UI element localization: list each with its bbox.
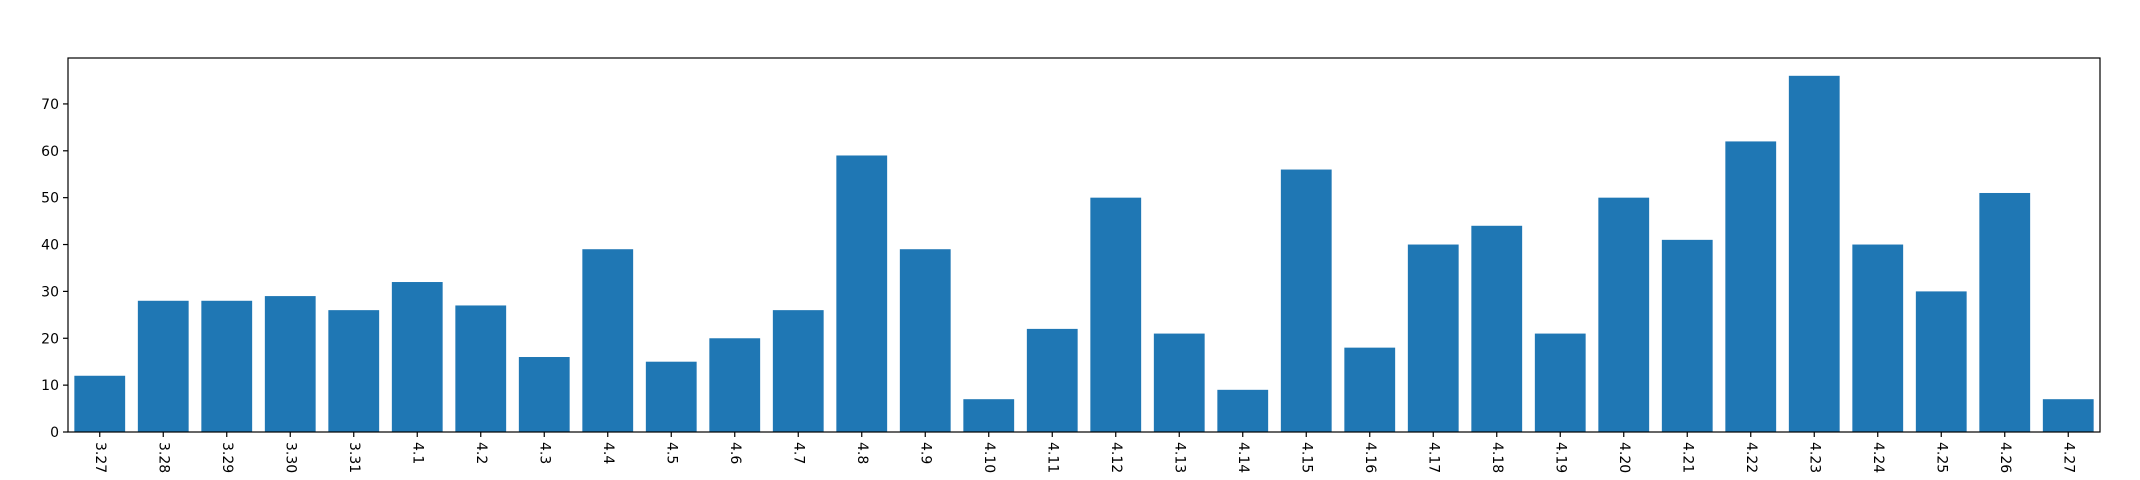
bar-4.23 — [1788, 75, 1840, 433]
x-tick-label: 3.28 — [155, 442, 171, 473]
bar-4.15 — [1280, 169, 1332, 432]
bar-3.29 — [201, 300, 253, 432]
bar-4.9 — [899, 249, 951, 432]
x-tick-label: 4.27 — [2060, 442, 2076, 473]
x-tick-label: 4.23 — [1806, 442, 1822, 473]
x-tick-label: 4.1 — [409, 442, 425, 464]
x-tick-label: 4.20 — [1616, 442, 1632, 473]
x-tick-label: 4.25 — [1933, 442, 1949, 473]
x-tick-label: 4.22 — [1743, 442, 1759, 473]
x-tick-label: 4.6 — [727, 442, 743, 464]
bar-4.17 — [1407, 244, 1459, 432]
bar-4.19 — [1534, 333, 1586, 432]
y-axis: 0 10 20 30 40 50 60 70 — [41, 97, 68, 441]
bar-4.7 — [772, 310, 824, 432]
bar-4.24 — [1852, 244, 1904, 432]
bars-group — [74, 75, 2094, 433]
bar-4.25 — [1915, 291, 1967, 432]
y-tick-label: 10 — [41, 378, 59, 394]
bar-4.13 — [1153, 333, 1205, 432]
bar-4.26 — [1979, 192, 2031, 432]
x-tick-label: 4.2 — [473, 442, 489, 464]
y-tick-label: 20 — [41, 331, 59, 347]
x-tick-label: 4.10 — [981, 442, 997, 473]
x-tick-label: 4.24 — [1870, 442, 1886, 473]
x-tick-label: 3.31 — [346, 442, 362, 473]
x-tick-label: 4.5 — [663, 442, 679, 464]
y-tick-label: 60 — [41, 144, 59, 160]
x-tick-label: 3.29 — [219, 442, 235, 473]
y-tick-label: 30 — [41, 284, 59, 300]
bar-4.5 — [645, 361, 697, 432]
x-tick-label: 4.12 — [1108, 442, 1124, 473]
bar-4.10 — [963, 399, 1015, 432]
bar-4.16 — [1344, 347, 1396, 432]
bar-4.27 — [2042, 399, 2094, 432]
bar-4.4 — [582, 249, 634, 432]
x-tick-label: 4.15 — [1298, 442, 1314, 473]
x-tick-label: 4.17 — [1425, 442, 1441, 473]
bar-4.3 — [518, 357, 570, 432]
bar-4.14 — [1217, 389, 1269, 432]
bar-4.11 — [1026, 328, 1078, 432]
x-tick-label: 4.9 — [917, 442, 933, 464]
x-tick-label: 4.8 — [854, 442, 870, 464]
bar-4.18 — [1471, 225, 1523, 432]
x-tick-label: 4.11 — [1044, 442, 1060, 473]
bar-4.2 — [455, 305, 507, 432]
x-tick-label: 4.26 — [1997, 442, 2013, 473]
bar-4.6 — [709, 338, 761, 432]
x-tick-label: 4.3 — [536, 442, 552, 464]
bar-3.28 — [137, 300, 189, 432]
x-tick-label: 4.7 — [790, 442, 806, 464]
bar-4.8 — [836, 155, 888, 432]
bar-3.31 — [328, 310, 380, 432]
x-tick-label: 3.27 — [92, 442, 108, 473]
x-tick-label: 4.14 — [1235, 442, 1251, 473]
x-tick-label: 3.30 — [282, 442, 298, 473]
y-tick-label: 50 — [41, 191, 59, 207]
y-tick-label: 40 — [41, 238, 59, 254]
x-tick-label: 4.16 — [1362, 442, 1378, 473]
x-tick-label: 4.4 — [600, 442, 616, 464]
bar-4.12 — [1090, 197, 1142, 432]
x-tick-label: 4.21 — [1679, 442, 1695, 473]
bar-4.1 — [391, 282, 443, 432]
bar-3.27 — [74, 375, 126, 432]
bar-4.22 — [1725, 141, 1777, 432]
bar-4.21 — [1661, 239, 1713, 432]
y-tick-label: 70 — [41, 97, 59, 113]
x-axis: 3.27 3.28 3.29 3.30 3.31 4.1 4.2 4.3 4.4 4.5 4.6 4.… — [92, 432, 2076, 473]
x-tick-label: 4.19 — [1552, 442, 1568, 473]
bar-3.30 — [264, 296, 316, 432]
x-tick-label: 4.13 — [1171, 442, 1187, 473]
bar-4.20 — [1598, 197, 1650, 432]
x-tick-label: 4.18 — [1489, 442, 1505, 473]
plot-frame — [67, 57, 2101, 433]
y-tick-label: 0 — [50, 425, 59, 441]
